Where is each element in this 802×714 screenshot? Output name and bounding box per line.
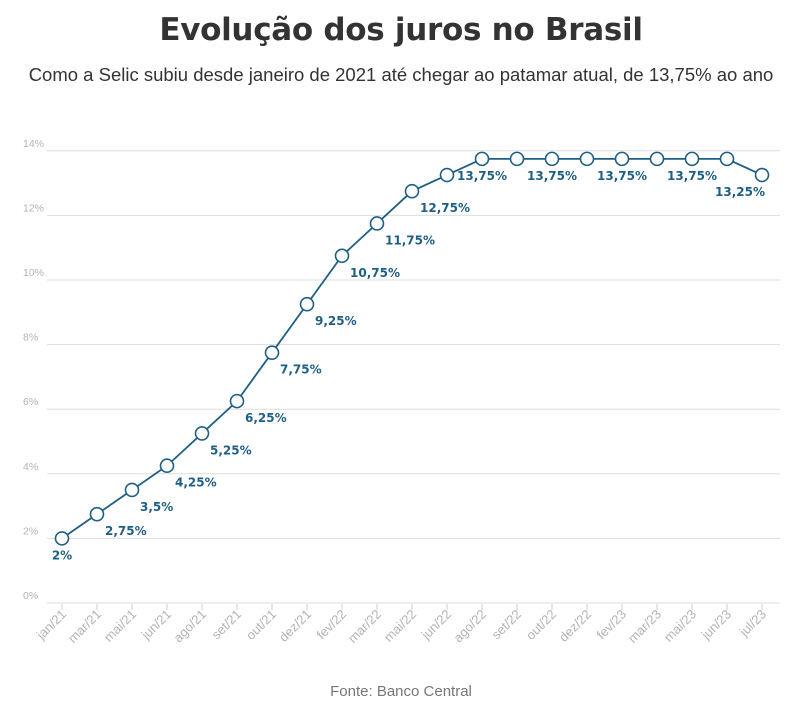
data-point xyxy=(264,345,280,360)
data-point xyxy=(159,458,175,474)
x-tick-label: out/22 xyxy=(523,607,559,643)
data-point xyxy=(684,151,700,167)
data-label: 3,5% xyxy=(140,500,173,514)
x-tick-label: mar/22 xyxy=(345,607,384,646)
data-point xyxy=(194,426,210,441)
data-label: 10,75% xyxy=(350,266,400,280)
data-point xyxy=(404,183,420,199)
y-tick-label: 6% xyxy=(23,396,38,408)
x-tick-label: mai/21 xyxy=(101,607,139,645)
y-tick-label: 10% xyxy=(23,267,44,279)
y-axis-ticks: 0% 2% 4% 6% 8% 10% 12% 14% xyxy=(23,138,44,602)
y-tick-label: 0% xyxy=(23,590,38,602)
y-tick-label: 12% xyxy=(23,202,44,214)
data-point xyxy=(614,151,630,167)
y-tick-label: 2% xyxy=(23,525,38,537)
data-label: 12,75% xyxy=(420,201,470,215)
data-point xyxy=(754,167,770,183)
y-tick-label: 14% xyxy=(23,138,44,150)
data-label: 11,75% xyxy=(385,233,435,247)
data-label: 4,25% xyxy=(175,476,217,490)
x-tick-label: out/21 xyxy=(243,607,279,643)
data-points xyxy=(54,151,770,546)
data-label: 2% xyxy=(52,548,72,562)
data-point xyxy=(719,151,735,167)
x-tick-label: ago/22 xyxy=(450,607,489,646)
data-point xyxy=(89,506,105,522)
y-tick-label: 8% xyxy=(23,332,38,344)
data-point xyxy=(649,151,665,167)
x-tick-label: fev/22 xyxy=(313,607,349,643)
y-tick-label: 4% xyxy=(23,461,38,473)
data-label: 6,25% xyxy=(245,411,287,425)
chart-title: Evolução dos juros no Brasil xyxy=(159,12,643,48)
data-labels: 2% 2,75% 3,5%4,25% 5,25% 6,25% 7,75% 9,25% 10,7… xyxy=(52,169,765,563)
x-tick-label: fev/23 xyxy=(593,607,629,643)
x-tick-label: set/22 xyxy=(488,607,524,643)
data-label: 13,25% xyxy=(715,185,765,199)
data-label: 9,25% xyxy=(315,314,357,328)
x-tick-label: jan/21 xyxy=(33,607,69,643)
grid-lines xyxy=(47,150,780,604)
data-label: 13,75% xyxy=(527,169,577,183)
chart-subtitle: Como a Selic subiu desde janeiro de 2021… xyxy=(28,64,774,85)
x-tick-label: set/21 xyxy=(208,607,244,643)
x-tick-label: jun/22 xyxy=(418,607,454,643)
data-point xyxy=(544,151,560,167)
data-point xyxy=(509,151,525,167)
x-tick-label: ago/21 xyxy=(170,607,209,646)
data-point xyxy=(229,393,245,409)
data-label: 13,75% xyxy=(457,169,507,183)
x-tick-label: mai/22 xyxy=(381,607,419,645)
x-tick-label: jul/23 xyxy=(736,607,769,640)
data-point xyxy=(54,531,70,546)
data-point xyxy=(579,151,595,167)
x-tick-label: jun/21 xyxy=(138,607,174,643)
data-point xyxy=(299,296,315,312)
x-tick-label: mar/21 xyxy=(65,607,104,646)
data-point xyxy=(439,167,455,183)
x-tick-label: mar/23 xyxy=(625,607,664,646)
data-label: 7,75% xyxy=(280,363,322,377)
data-label: 13,75% xyxy=(597,169,647,183)
data-label: 13,75% xyxy=(667,169,717,183)
data-point xyxy=(369,216,385,231)
data-point xyxy=(334,248,350,264)
data-label: 2,75% xyxy=(105,524,147,538)
data-point xyxy=(474,151,490,167)
chart-source: Fonte: Banco Central xyxy=(330,683,472,700)
data-point xyxy=(124,482,140,498)
x-tick-label: jun/23 xyxy=(698,607,734,643)
data-label: 5,25% xyxy=(210,443,252,457)
x-tick-label: dez/21 xyxy=(276,607,314,645)
x-tick-label: dez/22 xyxy=(556,607,594,645)
x-tick-label: mai/23 xyxy=(661,607,699,645)
